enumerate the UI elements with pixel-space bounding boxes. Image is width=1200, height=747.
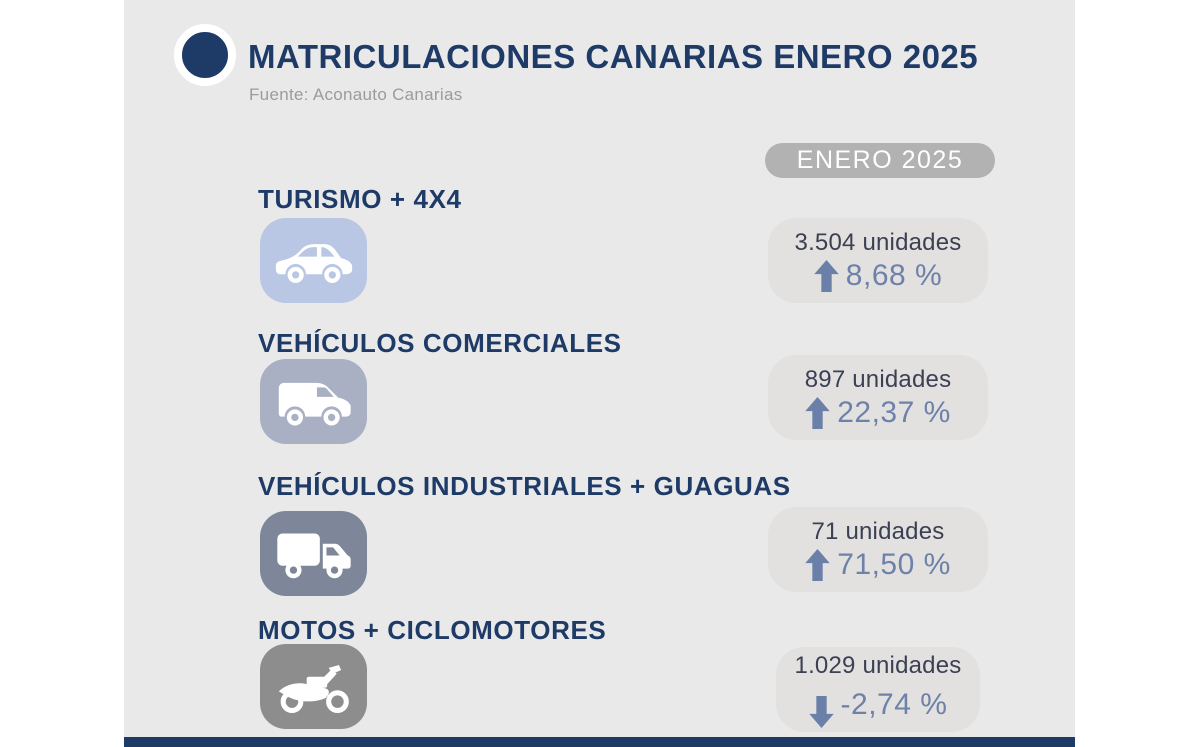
units-value: 897 unidades (804, 365, 952, 393)
units-value: 71 unidades (811, 517, 945, 545)
up-arrow-icon (805, 396, 830, 429)
logo-dot-icon (174, 24, 236, 86)
stats-pill: 3.504 unidades 8,68 % (768, 218, 988, 303)
category-label: TURISMO + 4X4 (258, 184, 462, 214)
footer-accent-bar (124, 737, 1075, 747)
source-caption: Fuente: Aconauto Canarias (249, 85, 463, 104)
percent-change: 8,68 % (845, 258, 943, 292)
change-row: 8,68 % (814, 259, 942, 293)
stats-pill: 1.029 unidades -2,74 % (776, 647, 980, 732)
category-label: MOTOS + CICLOMOTORES (258, 615, 607, 645)
change-row: 71,50 % (805, 548, 951, 582)
page-title: MATRICULACIONES CANARIAS ENERO 2025 (248, 38, 979, 75)
units-value: 3.504 unidades (794, 228, 962, 256)
units-value: 1.029 unidades (794, 651, 962, 679)
stats-pill: 71 unidades 71,50 % (768, 507, 988, 592)
up-arrow-icon (805, 548, 830, 581)
motorcycle-icon (260, 644, 367, 729)
van-icon (260, 359, 367, 444)
up-arrow-icon (814, 259, 839, 292)
down-arrow-icon (808, 695, 834, 728)
period-badge: ENERO 2025 (765, 143, 995, 178)
car-icon (260, 218, 367, 303)
change-row: 22,37 % (805, 396, 951, 430)
percent-change: -2,74 % (840, 687, 948, 721)
truck-icon (260, 511, 367, 596)
category-label: VEHÍCULOS INDUSTRIALES + GUAGUAS (258, 471, 791, 501)
percent-change: 22,37 % (837, 395, 951, 429)
change-row: -2,74 % (808, 682, 948, 728)
category-label: VEHÍCULOS COMERCIALES (258, 328, 622, 358)
percent-change: 71,50 % (837, 547, 951, 581)
stats-pill: 897 unidades 22,37 % (768, 355, 988, 440)
